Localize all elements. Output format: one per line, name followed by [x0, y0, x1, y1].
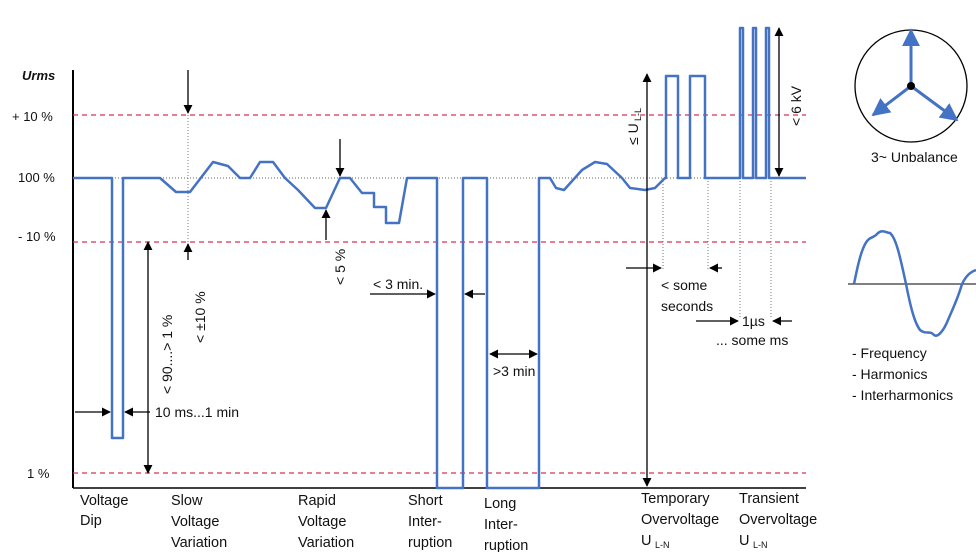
cat-rapid-1: Rapid — [298, 493, 336, 509]
some-ms-label: ... some ms — [716, 332, 788, 348]
cat-short-1: Short — [408, 493, 443, 509]
axis-title: Urms — [22, 68, 55, 83]
cat-temporary-sub: L-N — [655, 540, 670, 550]
y-tick-100: 100 % — [18, 170, 55, 185]
ull-label: ≤ U L-L — [625, 108, 643, 145]
six-kv-label: < 6 kV — [788, 85, 804, 126]
cat-transient-2: Overvoltage — [739, 512, 817, 528]
voltage-waveform — [73, 26, 806, 490]
cat-long-2: Inter- — [484, 517, 518, 533]
one-us-label: 1µs — [742, 313, 765, 329]
dip-duration-label: 10 ms...1 min — [155, 404, 239, 420]
annotation-arrows — [75, 27, 792, 487]
cat-voltage-dip-1: Voltage — [80, 493, 128, 509]
cat-transient-sub: L-N — [753, 540, 768, 550]
cat-transient-1: Transient — [739, 491, 799, 507]
slow-range-label: < ±10 % — [192, 291, 208, 343]
cat-temporary-1: Temporary — [641, 491, 710, 507]
cat-temporary-3: U — [641, 533, 651, 549]
cat-rapid-3: Variation — [298, 535, 354, 551]
unbalance-phasor-icon — [854, 28, 968, 143]
cat-temporary-2: Overvoltage — [641, 512, 719, 528]
y-tick-1: 1 % — [27, 466, 50, 481]
seconds-label: seconds — [661, 298, 713, 314]
y-tick-minus10: - 10 % — [18, 229, 56, 244]
side-item-harmonics: - Harmonics — [852, 366, 927, 382]
cat-long-3: ruption — [484, 538, 528, 552]
ull-subscript: L-L — [633, 108, 643, 121]
short-duration-label: < 3 min. — [373, 276, 423, 292]
cat-voltage-dip-2: Dip — [80, 513, 102, 529]
cat-slow-1: Slow — [171, 493, 203, 509]
cat-long-1: Long — [484, 496, 516, 512]
cat-short-3: ruption — [408, 535, 452, 551]
helper-dotted-lines — [187, 115, 772, 318]
cat-rapid-2: Voltage — [298, 514, 346, 530]
side-item-interharmonics: - Interharmonics — [852, 387, 953, 403]
cat-slow-2: Voltage — [171, 514, 219, 530]
rapid-step-label: < 5 % — [332, 249, 348, 285]
cat-slow-3: Variation — [171, 535, 227, 551]
category-labels: Voltage Dip Slow Voltage Variation Rapid… — [80, 491, 817, 552]
ull-text: ≤ U — [625, 123, 641, 145]
long-duration-label: >3 min — [493, 363, 535, 379]
cat-short-2: Inter- — [408, 514, 442, 530]
cat-transient-3: U — [739, 533, 749, 549]
dip-depth-label: < 90....> 1 % — [159, 315, 175, 394]
side-item-frequency: - Frequency — [852, 345, 927, 361]
some-label: < some — [661, 277, 708, 293]
harmonic-sine-icon — [848, 229, 976, 337]
unbalance-label: 3~ Unbalance — [871, 149, 958, 165]
y-tick-plus10: + 10 % — [12, 109, 53, 124]
